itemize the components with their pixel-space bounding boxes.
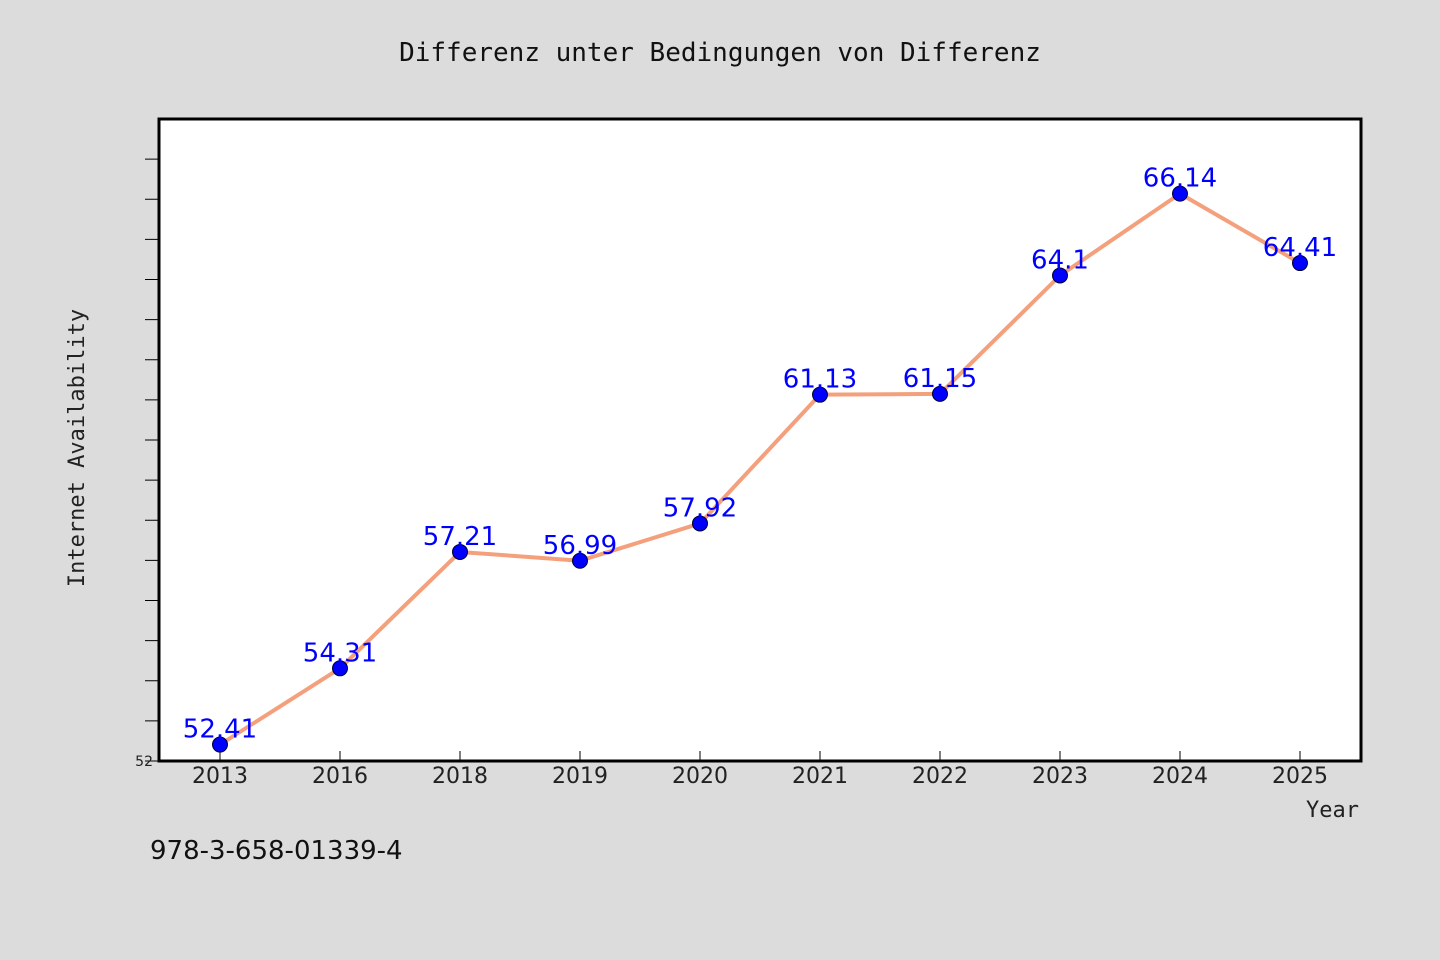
data-label: 57.92	[663, 493, 737, 523]
data-label: 52.41	[183, 715, 257, 745]
x-tick-label: 2024	[1152, 764, 1208, 789]
data-label: 61.15	[903, 364, 977, 394]
x-tick-label: 2022	[912, 764, 968, 789]
x-tick-label: 2018	[432, 764, 488, 789]
data-point	[812, 386, 828, 403]
series-line	[218, 191, 1302, 747]
x-tick-label: 2025	[1272, 764, 1328, 789]
chart-title: Differenz unter Bedingungen von Differen…	[399, 38, 1041, 68]
data-labels-group: 52.41 54.31 57.21 56.99 57.92 61.13 61.15 64.1 6…	[183, 164, 1337, 745]
data-point	[692, 515, 708, 532]
data-point	[332, 660, 348, 677]
x-tick-label: 2023	[1032, 764, 1088, 789]
data-label: 64.41	[1263, 233, 1337, 263]
data-point	[1052, 267, 1068, 284]
x-tick-label: 2021	[792, 764, 848, 789]
data-point	[572, 552, 588, 569]
y-axis-ticks: 52	[135, 158, 159, 770]
data-label: 66.14	[1143, 164, 1217, 194]
y-tick-label: 52	[135, 754, 153, 770]
data-point	[212, 736, 228, 753]
series-line-group	[218, 191, 1302, 747]
y-axis-label: Internet Availability	[65, 309, 90, 587]
x-axis-label: Year	[1306, 798, 1359, 823]
isbn-text: 978-3-658-01339-4	[150, 836, 403, 866]
x-tick-label: 2016	[312, 764, 368, 789]
x-tick-label: 2019	[552, 764, 608, 789]
data-label: 54.31	[303, 638, 377, 668]
x-tick-label: 2020	[672, 764, 728, 789]
data-label: 56.99	[543, 531, 617, 561]
data-label: 57.21	[423, 522, 497, 552]
data-point	[1172, 185, 1188, 202]
plot-area	[157, 117, 1363, 763]
data-point	[932, 385, 948, 402]
data-point	[452, 543, 468, 560]
data-label: 64.1	[1031, 245, 1089, 275]
markers-group	[212, 185, 1308, 753]
data-point	[1292, 255, 1308, 272]
data-label: 61.13	[783, 365, 857, 395]
x-axis-ticks: 2013 2016 2018 2019 2020 2021 2022 2023 2024 2025	[192, 751, 1328, 789]
x-tick-label: 2013	[192, 764, 248, 789]
